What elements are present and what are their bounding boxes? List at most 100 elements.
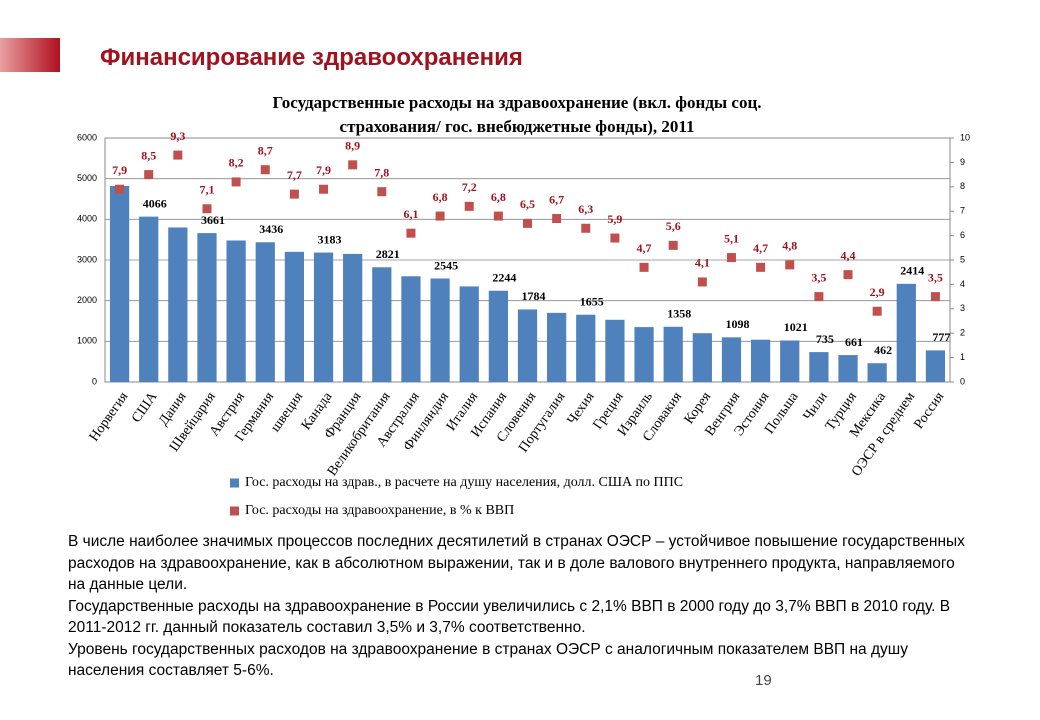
bar-label: 3436 <box>259 222 283 236</box>
bar <box>517 309 538 382</box>
point-label: 7,7 <box>287 168 302 182</box>
marker <box>756 262 766 272</box>
marker <box>144 170 154 180</box>
marker <box>697 277 707 287</box>
bar <box>692 333 712 382</box>
bar-label: 661 <box>845 335 863 349</box>
bar <box>780 340 800 382</box>
bar <box>401 276 421 382</box>
y-tick-label: 4000 <box>77 214 97 224</box>
marker <box>726 253 736 263</box>
accent-box <box>0 38 60 72</box>
marker <box>464 201 474 211</box>
bar-label: 1098 <box>725 317 749 331</box>
point-label: 4,7 <box>637 241 652 255</box>
marker <box>289 189 299 199</box>
bar <box>488 290 508 382</box>
point-label: 6,8 <box>491 190 506 204</box>
marker <box>930 292 940 302</box>
y2-tick-label: 10 <box>960 132 970 142</box>
point-label: 6,1 <box>403 207 418 221</box>
point-label: 7,2 <box>462 180 477 194</box>
slide-title: Финансирование здравоохранения <box>100 44 523 71</box>
point-label: 8,9 <box>345 139 360 153</box>
y-tick-label: 6000 <box>77 132 97 142</box>
bar-label: 777 <box>932 330 950 344</box>
bar <box>343 253 363 382</box>
bar <box>867 363 887 382</box>
marker <box>319 184 329 194</box>
y2-tick-label: 8 <box>960 181 965 191</box>
marker <box>406 228 416 238</box>
marker <box>581 223 591 233</box>
point-label: 7,1 <box>199 183 214 197</box>
marker <box>115 184 125 194</box>
legend-swatch <box>230 506 239 516</box>
bar-label: 3661 <box>201 213 225 227</box>
bar <box>372 267 392 382</box>
marker <box>173 150 183 160</box>
y2-tick-label: 6 <box>960 230 965 240</box>
bar <box>226 240 246 382</box>
marker <box>552 214 562 224</box>
point-label: 2,9 <box>870 285 885 299</box>
y2-tick-label: 2 <box>960 328 965 338</box>
chart-title: Государственные расходы на здравоохранен… <box>272 93 761 136</box>
point-label: 9,3 <box>170 129 185 143</box>
marker <box>202 204 212 214</box>
point-label: 6,3 <box>578 202 593 216</box>
y-tick-label: 0 <box>92 376 97 386</box>
point-label: 4,8 <box>782 239 797 253</box>
point-label: 5,6 <box>666 219 681 233</box>
chart: Государственные расходы на здравоохранен… <box>77 93 970 518</box>
marker <box>348 160 358 170</box>
bar-label: 1655 <box>580 294 604 308</box>
marker <box>872 306 882 316</box>
bar-label: 1784 <box>522 289 546 303</box>
y-tick-label: 2000 <box>77 295 97 305</box>
bar <box>430 278 450 382</box>
point-label: 8,7 <box>258 143 273 157</box>
x-tick-label: Норвегия <box>87 389 132 444</box>
bar <box>838 355 858 382</box>
point-label: 8,5 <box>141 148 156 162</box>
y2-tick-label: 1 <box>960 352 965 362</box>
bar-label: 2414 <box>900 264 924 278</box>
marker <box>785 260 795 270</box>
bar <box>168 227 188 382</box>
y2-tick-label: 4 <box>960 279 965 289</box>
point-label: 5,9 <box>607 212 622 226</box>
point-label: 4,1 <box>695 256 710 270</box>
bar-label: 735 <box>816 332 834 346</box>
y2-tick-label: 5 <box>960 254 965 264</box>
marker <box>843 270 853 280</box>
bar <box>925 350 946 382</box>
bar <box>750 339 771 382</box>
bar <box>634 327 654 382</box>
legend-label: Гос. расходы на здравоохранение, в % к В… <box>245 503 514 518</box>
point-label: 6,7 <box>549 192 564 206</box>
marker <box>814 292 824 302</box>
bar-label: 1358 <box>667 307 691 321</box>
bar <box>255 242 275 382</box>
bar <box>605 319 625 382</box>
legend-swatch <box>230 478 239 488</box>
bar <box>547 312 567 382</box>
y-tick-label: 5000 <box>77 173 97 183</box>
y2-tick-label: 9 <box>960 157 965 167</box>
point-label: 7,9 <box>112 163 127 177</box>
bar <box>721 337 742 382</box>
bar-label: 462 <box>874 343 892 357</box>
page-number: 19 <box>755 672 772 689</box>
bar <box>313 252 334 382</box>
marker <box>523 218 532 228</box>
bar-label: 1021 <box>784 320 808 334</box>
point-label: 8,2 <box>229 156 244 170</box>
point-label: 7,8 <box>374 165 389 179</box>
paragraph: В числе наиболее значимых процессов посл… <box>68 533 965 593</box>
bar <box>459 286 479 382</box>
body-text: В числе наиболее значимых процессов посл… <box>68 531 973 682</box>
legend-label: Гос. расходы на здрав., в расчете на душ… <box>245 475 683 490</box>
point-label: 6,5 <box>520 197 535 211</box>
